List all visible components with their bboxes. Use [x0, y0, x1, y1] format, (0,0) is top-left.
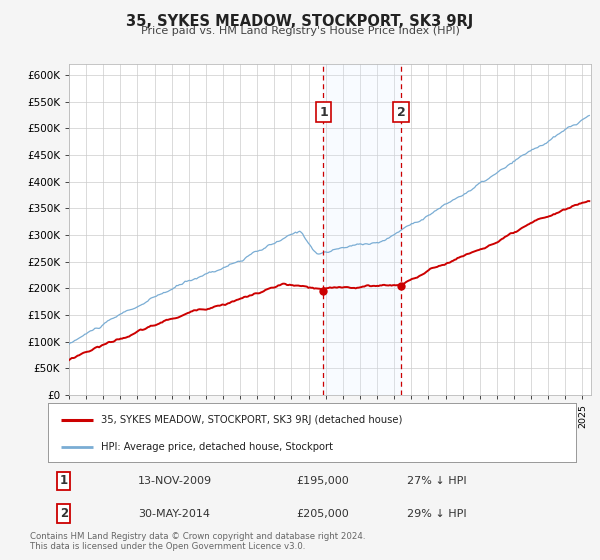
Text: £195,000: £195,000: [296, 476, 349, 486]
Text: 2: 2: [60, 507, 68, 520]
Text: Price paid vs. HM Land Registry's House Price Index (HPI): Price paid vs. HM Land Registry's House …: [140, 26, 460, 36]
Text: 29% ↓ HPI: 29% ↓ HPI: [407, 508, 467, 519]
Text: 35, SYKES MEADOW, STOCKPORT, SK3 9RJ: 35, SYKES MEADOW, STOCKPORT, SK3 9RJ: [127, 14, 473, 29]
Text: 1: 1: [60, 474, 68, 487]
Text: This data is licensed under the Open Government Licence v3.0.: This data is licensed under the Open Gov…: [30, 542, 305, 551]
Text: 35, SYKES MEADOW, STOCKPORT, SK3 9RJ (detached house): 35, SYKES MEADOW, STOCKPORT, SK3 9RJ (de…: [101, 414, 402, 424]
Bar: [323, 64, 401, 395]
Text: 27% ↓ HPI: 27% ↓ HPI: [407, 476, 467, 486]
Text: Contains HM Land Registry data © Crown copyright and database right 2024.: Contains HM Land Registry data © Crown c…: [30, 532, 365, 541]
Text: 1: 1: [319, 106, 328, 119]
Text: 30-MAY-2014: 30-MAY-2014: [138, 508, 210, 519]
Text: HPI: Average price, detached house, Stockport: HPI: Average price, detached house, Stoc…: [101, 442, 333, 452]
Text: £205,000: £205,000: [296, 508, 349, 519]
Text: 2: 2: [397, 106, 406, 119]
Text: 13-NOV-2009: 13-NOV-2009: [138, 476, 212, 486]
